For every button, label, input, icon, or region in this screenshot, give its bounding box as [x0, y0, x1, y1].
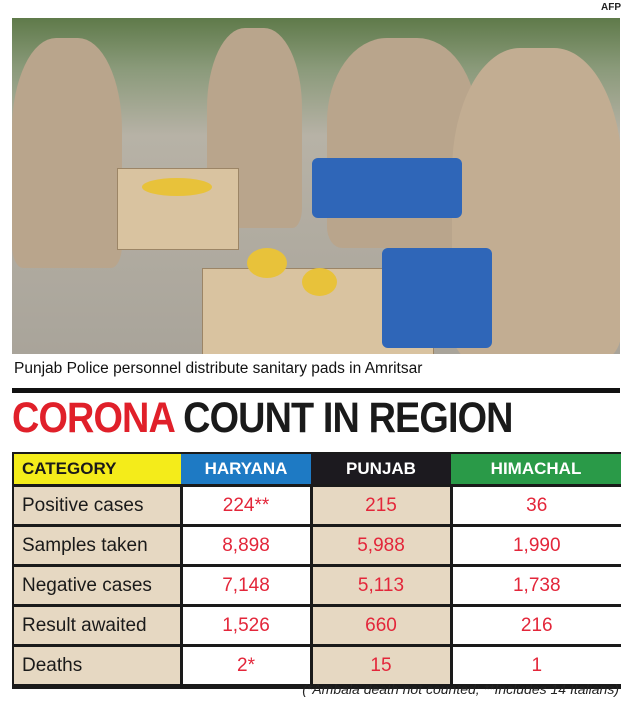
himachal-value: 36: [451, 485, 621, 527]
haryana-value: 1,526: [181, 605, 311, 647]
haryana-value: 7,148: [181, 565, 311, 607]
header-himachal: HIMACHAL: [451, 453, 621, 487]
headline: CORONA COUNT IN REGION: [12, 394, 513, 443]
table-row: Deaths 2* 15 1: [13, 645, 621, 689]
header-punjab: PUNJAB: [311, 453, 451, 487]
header-category: CATEGORY: [13, 453, 181, 487]
row-label: Positive cases: [13, 485, 183, 527]
table-row: Negative cases 7,148 5,113 1,738: [13, 565, 621, 607]
table-row: Result awaited 1,526 660 216: [13, 605, 621, 647]
header-haryana: HARYANA: [181, 453, 311, 487]
footnote: (*Ambala death not counted; **Includes 1…: [302, 681, 619, 697]
corona-count-table: CATEGORY HARYANA PUNJAB HIMACHAL Positiv…: [12, 452, 621, 689]
himachal-value: 1,990: [451, 525, 621, 567]
photo-caption: Punjab Police personnel distribute sanit…: [14, 360, 423, 377]
punjab-value: 215: [309, 485, 453, 527]
table-row: Samples taken 8,898 5,988 1,990: [13, 525, 621, 567]
row-label: Result awaited: [13, 605, 183, 647]
divider: [12, 388, 620, 393]
punjab-value: 5,113: [309, 565, 453, 607]
haryana-value: 8,898: [181, 525, 311, 567]
punjab-value: 5,988: [309, 525, 453, 567]
table-header-row: CATEGORY HARYANA PUNJAB HIMACHAL: [13, 453, 621, 487]
headline-rest: COUNT IN REGION: [183, 394, 513, 442]
punjab-value: 15: [309, 645, 453, 689]
row-label: Negative cases: [13, 565, 183, 607]
photo-credit: AFP: [601, 2, 621, 13]
headline-highlight: CORONA: [12, 394, 174, 442]
himachal-value: 1: [451, 645, 621, 689]
row-label: Deaths: [13, 645, 183, 689]
haryana-value: 2*: [181, 645, 311, 689]
himachal-value: 1,738: [451, 565, 621, 607]
table-row: Positive cases 224** 215 36: [13, 485, 621, 527]
haryana-value: 224**: [181, 485, 311, 527]
himachal-value: 216: [451, 605, 621, 647]
row-label: Samples taken: [13, 525, 183, 567]
punjab-value: 660: [309, 605, 453, 647]
news-photo: [12, 18, 620, 354]
